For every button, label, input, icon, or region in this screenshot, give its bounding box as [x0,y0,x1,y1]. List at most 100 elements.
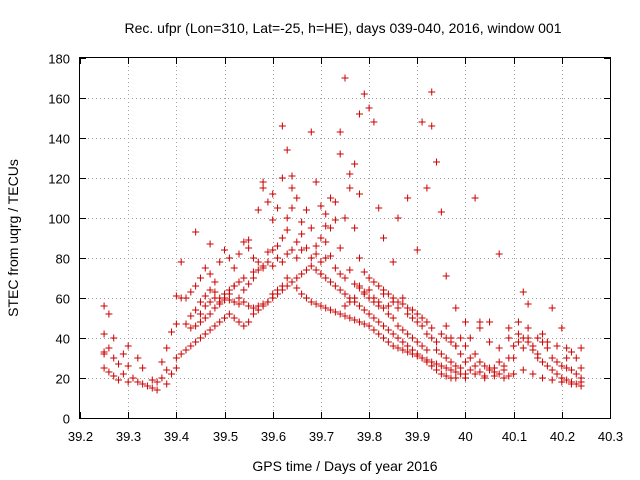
data-point [514,318,522,326]
data-point [283,250,291,258]
data-point [476,368,484,376]
data-point [360,306,368,314]
data-point [196,298,204,306]
data-point [442,354,450,362]
data-point [563,354,571,362]
data-point [495,250,503,258]
data-point [365,310,373,318]
data-point [331,216,339,224]
data-point [283,214,291,222]
data-point [418,342,426,350]
data-point [360,90,368,98]
data-point [418,322,426,330]
data-point [312,242,320,250]
data-point [196,318,204,326]
data-point [124,362,132,370]
data-point [394,334,402,342]
data-point [519,288,527,296]
data-point [466,366,474,374]
data-point [225,254,233,262]
data-point [461,342,469,350]
data-point [211,288,219,296]
data-point [201,302,209,310]
data-point [254,206,262,214]
data-point [500,374,508,382]
data-point [495,344,503,352]
data-point [471,370,479,378]
data-point [529,370,537,378]
data-point [466,334,474,342]
data-point [471,350,479,358]
data-point [519,344,527,352]
data-point [163,344,171,352]
data-point [375,282,383,290]
data-point [216,258,224,266]
data-point [100,364,108,372]
data-point [230,298,238,306]
data-point [380,304,388,312]
data-point [331,308,339,316]
data-point [110,372,118,380]
data-point [413,338,421,346]
data-point [375,330,383,338]
data-point [254,306,262,314]
data-point [389,314,397,322]
data-point [230,264,238,272]
data-point [322,238,330,246]
data-point [346,298,354,306]
data-point [548,354,556,362]
data-point [288,204,296,212]
data-point [312,250,320,258]
data-point [196,334,204,342]
data-point [139,364,147,372]
data-point [312,178,320,186]
data-point [404,342,412,350]
data-point [442,372,450,380]
data-point [158,374,166,382]
data-point [389,342,397,350]
data-point [134,354,142,362]
data-point [346,314,354,322]
data-point [240,298,248,306]
data-point [384,326,392,334]
data-point [206,286,214,294]
data-point [428,122,436,130]
data-point [264,298,272,306]
data-point [221,290,229,298]
data-point [553,370,561,378]
data-point [322,222,330,230]
data-point [524,338,532,346]
data-point [327,278,335,286]
data-point [278,286,286,294]
data-point [433,360,441,368]
data-point [457,364,465,372]
data-point [558,324,566,332]
data-point [437,362,445,370]
data-point [283,146,291,154]
data-point [187,288,195,296]
data-point [360,288,368,296]
data-point [519,366,527,374]
data-point [307,254,315,262]
data-point [211,304,219,312]
data-point [461,374,469,382]
data-point [514,338,522,346]
data-point [418,314,426,322]
data-point [230,282,238,290]
data-point [534,334,542,342]
data-point [341,312,349,320]
data-point [100,302,108,310]
data-point [322,254,330,262]
data-point [168,328,176,336]
grid [80,58,610,418]
data-point [447,358,455,366]
data-point [355,254,363,262]
data-point [505,354,513,362]
data-point [437,370,445,378]
data-point [404,330,412,338]
data-point [452,362,460,370]
data-point [216,318,224,326]
data-point [481,374,489,382]
data-point [355,284,363,292]
data-point [196,274,204,282]
